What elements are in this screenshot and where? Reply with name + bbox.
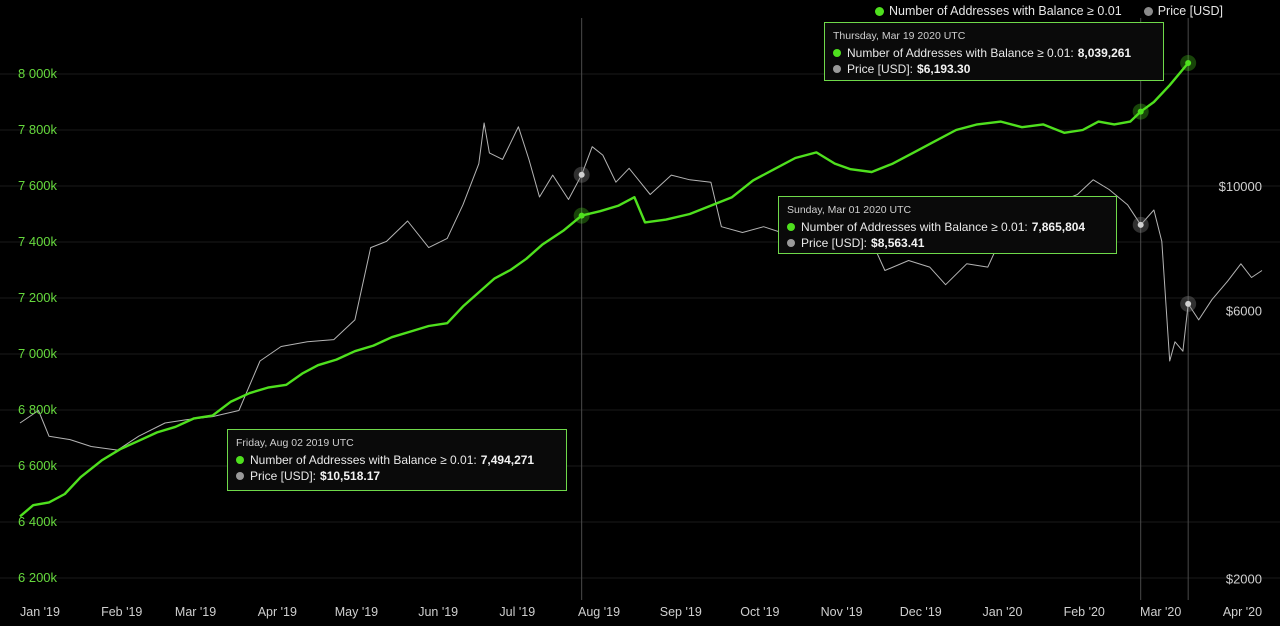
x-tick-label: Dec '19 — [900, 605, 942, 619]
left-y-tick-label: 6 400k — [18, 514, 58, 529]
right-y-tick-label: $10000 — [1219, 179, 1262, 194]
tooltip-date: Sunday, Mar 01 2020 UTC — [787, 204, 912, 216]
x-tick-label: Jun '19 — [418, 605, 458, 619]
tooltip-price-label: Price [USD]: — [801, 236, 868, 250]
left-y-tick-label: 8 000k — [18, 66, 58, 81]
legend-price-dot-icon — [1143, 6, 1153, 16]
addresses-point — [1137, 108, 1144, 115]
x-tick-label: Sep '19 — [660, 605, 702, 619]
price-dot-icon — [236, 472, 244, 480]
x-tick-label: Jan '20 — [983, 605, 1023, 619]
addresses-dot-icon — [833, 49, 841, 57]
x-tick-label: Feb '20 — [1064, 605, 1105, 619]
x-axis: Jan '19 Feb '19 Mar '19 Apr '19 May '19 Jun '… — [20, 605, 1262, 619]
left-y-tick-label: 7 800k — [18, 122, 58, 137]
legend-item-price[interactable]: Price [USD] — [1143, 4, 1223, 18]
chart-legend: Number of Addresses with Balance ≥ 0.01 … — [875, 4, 1223, 18]
x-tick-label: Apr '20 — [1223, 605, 1262, 619]
tooltip-price-label: Price [USD]: — [250, 469, 317, 483]
tooltip-date: Thursday, Mar 19 2020 UTC — [833, 30, 966, 42]
x-tick-label: May '19 — [335, 605, 378, 619]
left-y-tick-label: 6 800k — [18, 402, 58, 417]
legend-addresses-dot-icon — [875, 6, 885, 16]
tooltip-price-value: $6,193.30 — [917, 62, 971, 76]
tooltip-addresses-label: Number of Addresses with Balance ≥ 0.01: — [847, 46, 1074, 60]
x-tick-label: Mar '19 — [175, 605, 216, 619]
price-point — [578, 171, 585, 178]
addresses-point — [578, 212, 585, 219]
legend-price-label: Price [USD] — [1157, 4, 1223, 18]
right-y-tick-label: $2000 — [1226, 571, 1262, 586]
x-tick-label: Aug '19 — [578, 605, 620, 619]
tooltip-addresses-value: 7,865,804 — [1031, 220, 1086, 234]
tooltip-addresses-label: Number of Addresses with Balance ≥ 0.01: — [801, 220, 1028, 234]
left-y-tick-label: 7 000k — [18, 346, 58, 361]
tooltip-addresses-value: 8,039,261 — [1077, 46, 1132, 60]
left-y-tick-label: 7 200k — [18, 290, 58, 305]
tooltip-date: Friday, Aug 02 2019 UTC — [236, 437, 354, 449]
right-y-tick-label: $6000 — [1226, 304, 1262, 319]
left-y-tick-label: 7 400k — [18, 234, 58, 249]
series-lines — [19, 62, 1263, 518]
crosshair-lines — [581, 18, 1189, 600]
addresses-dot-icon — [236, 456, 244, 464]
left-y-axis: 6 200k 6 400k 6 600k 6 800k 7 000k 7 200k 7 40… — [18, 66, 58, 585]
tooltip-addresses-label: Number of Addresses with Balance ≥ 0.01: — [250, 453, 477, 467]
left-y-tick-label: 7 600k — [18, 178, 58, 193]
price-point — [1185, 300, 1192, 307]
gridlines — [0, 73, 1280, 579]
price-dot-icon — [787, 239, 795, 247]
left-y-tick-label: 6 200k — [18, 570, 58, 585]
tooltip-mar-19-2020: Thursday, Mar 19 2020 UTC Number of Addr… — [824, 22, 1164, 81]
left-y-tick-label: 6 600k — [18, 458, 58, 473]
tooltip-price-value: $8,563.41 — [871, 236, 925, 250]
tooltip-addresses-value: 7,494,271 — [480, 453, 535, 467]
x-tick-label: Jan '19 — [20, 605, 60, 619]
tooltip-aug-02-2019: Friday, Aug 02 2019 UTC Number of Addres… — [227, 429, 567, 491]
x-tick-label: Nov '19 — [821, 605, 863, 619]
x-tick-label: Feb '19 — [101, 605, 142, 619]
legend-addresses-label: Number of Addresses with Balance ≥ 0.01 — [889, 4, 1122, 18]
addresses-series-line — [19, 62, 1190, 518]
addresses-dot-icon — [787, 223, 795, 231]
legend-item-addresses[interactable]: Number of Addresses with Balance ≥ 0.01 — [875, 4, 1122, 18]
addresses-point — [1185, 60, 1192, 67]
price-point — [1137, 221, 1144, 228]
right-y-axis: $2000 $6000 $10000 — [1219, 179, 1262, 586]
x-tick-label: Apr '19 — [258, 605, 297, 619]
x-tick-label: Oct '19 — [740, 605, 779, 619]
tooltip-price-value: $10,518.17 — [320, 469, 381, 483]
tooltip-price-label: Price [USD]: — [847, 62, 914, 76]
x-tick-label: Jul '19 — [499, 605, 535, 619]
price-dot-icon — [833, 65, 841, 73]
hover-markers — [573, 55, 1197, 312]
tooltip-mar-01-2020: Sunday, Mar 01 2020 UTC Number of Addres… — [778, 196, 1117, 254]
x-tick-label: Mar '20 — [1140, 605, 1181, 619]
price-series-line — [19, 122, 1263, 451]
